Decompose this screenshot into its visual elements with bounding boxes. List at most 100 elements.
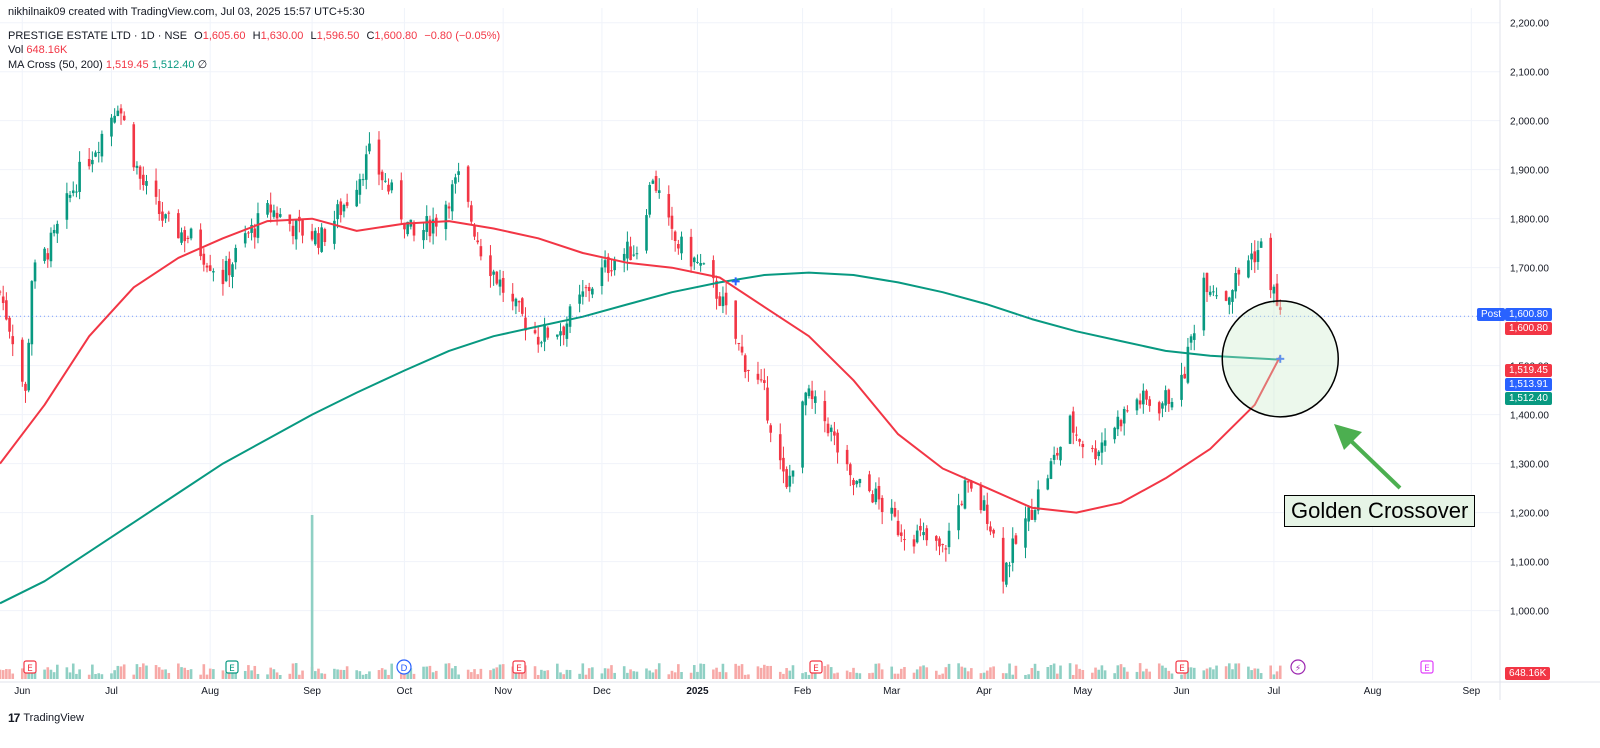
crossover-highlight-circle[interactable] xyxy=(1221,300,1340,418)
candle-body xyxy=(743,355,747,372)
change-value: −0.80 (−0.05%) xyxy=(424,30,501,42)
candle-body xyxy=(591,288,594,295)
golden-crossover-label[interactable]: Golden Crossover xyxy=(1284,495,1476,527)
earnings-event-icon[interactable] xyxy=(809,660,823,674)
candle-body xyxy=(1250,253,1253,260)
candle-body xyxy=(874,488,878,503)
volume-bar xyxy=(645,668,648,679)
candle-body xyxy=(1148,399,1151,406)
x-tick-label: Feb xyxy=(794,686,812,697)
earnings-event-icon[interactable] xyxy=(225,660,239,674)
candle-body xyxy=(737,342,741,344)
tradingview-brand: 17 TradingView xyxy=(8,711,84,725)
volume-bar xyxy=(517,671,521,679)
candle-body xyxy=(43,248,46,261)
candle-body xyxy=(97,152,101,154)
candle-body xyxy=(677,243,680,249)
candle-body xyxy=(142,174,145,186)
volume-bar xyxy=(944,667,948,679)
volume-label[interactable]: Vol xyxy=(8,44,24,56)
volume-bar xyxy=(941,673,944,679)
y-tick-label: 1,100.00 xyxy=(1510,558,1549,569)
volume-bar xyxy=(960,666,964,679)
volume-bar xyxy=(1059,665,1062,679)
candle-body xyxy=(122,115,126,121)
candle-body xyxy=(333,220,336,244)
volume-bar xyxy=(1075,664,1078,679)
candle-body xyxy=(896,520,900,536)
candle-body xyxy=(387,184,390,192)
volume-bar xyxy=(982,672,986,679)
candle-body xyxy=(1269,237,1273,291)
candle-body xyxy=(941,544,944,546)
candle-body xyxy=(1052,454,1056,460)
symbol-title[interactable]: PRESTIGE ESTATE LTD · 1D · NSE xyxy=(8,30,188,42)
x-tick-label: Nov xyxy=(494,686,512,697)
event-icon[interactable] xyxy=(396,659,412,675)
candle-body xyxy=(1189,336,1193,343)
volume-bar xyxy=(568,670,572,679)
open-label: O xyxy=(194,30,203,42)
candle-body xyxy=(626,241,629,259)
volume-bar xyxy=(810,668,814,679)
candle-body xyxy=(364,154,368,180)
candle-body xyxy=(479,246,483,257)
event-icon[interactable] xyxy=(1290,659,1306,675)
candle-body xyxy=(1068,415,1072,444)
volume-bar xyxy=(495,667,499,679)
earnings-event-icon[interactable] xyxy=(1175,660,1189,674)
volume-bar xyxy=(1008,663,1011,679)
candle-body xyxy=(345,202,349,206)
ma50-tag: 1,519.45 xyxy=(1505,364,1552,377)
volume-bar xyxy=(43,669,46,679)
earnings-event-icon[interactable] xyxy=(512,660,526,674)
candle-body xyxy=(692,257,696,263)
candle-body xyxy=(1164,390,1167,406)
candle-body xyxy=(556,334,559,337)
volume-bar xyxy=(587,668,591,679)
volume-bar xyxy=(333,668,336,679)
candle-body xyxy=(1001,537,1005,582)
volume-spike-bar xyxy=(310,515,314,679)
volume-bar xyxy=(1005,673,1008,679)
volume-bar xyxy=(291,663,295,679)
candle-body xyxy=(24,383,27,391)
volume-bar xyxy=(591,667,594,679)
candle-body xyxy=(1027,507,1030,522)
candle-body xyxy=(313,230,317,245)
volume-bar xyxy=(868,673,871,679)
candle-body xyxy=(673,231,677,242)
volume-bar xyxy=(78,669,81,679)
candle-body xyxy=(536,336,540,345)
x-tick-label: Jul xyxy=(1267,686,1280,697)
candle-body xyxy=(1138,400,1142,405)
volume-bar xyxy=(186,669,190,679)
volume-bar xyxy=(1024,674,1027,679)
volume-bar xyxy=(470,672,473,679)
candle-body xyxy=(871,494,874,503)
ma200-tag: 1,512.40 xyxy=(1505,392,1552,405)
y-tick-label: 1,400.00 xyxy=(1510,411,1549,422)
candle-body xyxy=(1192,333,1196,340)
volume-bar xyxy=(740,664,744,679)
candle-body xyxy=(982,500,986,511)
candle-body xyxy=(654,176,658,191)
volume-bar xyxy=(345,666,349,679)
volume-bar xyxy=(154,665,158,679)
ma-label[interactable]: MA Cross (50, 200) xyxy=(8,59,103,71)
earnings-event-icon[interactable] xyxy=(23,660,37,674)
last-price-tag: 1,600.80 xyxy=(1505,322,1552,335)
candle-body xyxy=(1259,241,1263,248)
earnings-event-icon[interactable] xyxy=(1420,660,1434,674)
candle-body xyxy=(495,271,499,284)
x-tick-label: Sep xyxy=(1462,686,1480,697)
volume-bar xyxy=(1046,666,1050,679)
volume-bar xyxy=(390,663,394,679)
volume-bar xyxy=(157,667,161,679)
x-tick-label: Mar xyxy=(883,686,901,697)
candle-body xyxy=(778,434,782,461)
annotation-arrow-head xyxy=(1334,424,1362,450)
candle-body xyxy=(27,342,30,391)
y-tick-label: 2,000.00 xyxy=(1510,117,1549,128)
